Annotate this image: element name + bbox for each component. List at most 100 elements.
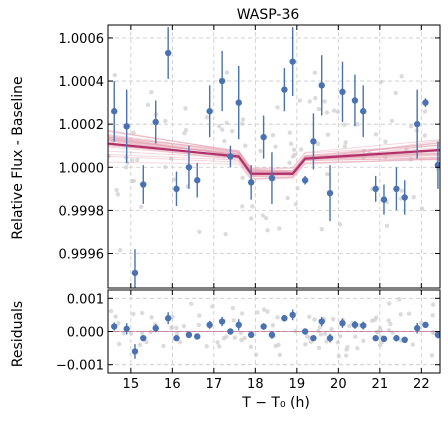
residual-binned-point (164, 315, 172, 322)
residual-raw-point (197, 313, 202, 318)
residual-raw-point (316, 328, 321, 334)
residual-raw-point (307, 314, 312, 319)
residual-raw-point (255, 310, 260, 315)
residual-raw-point (318, 332, 324, 337)
residual-raw-point (324, 339, 329, 344)
residual-raw-point (116, 341, 122, 347)
flux-raw-point (223, 231, 228, 237)
flux-raw-point (297, 98, 302, 103)
flux-y-tick-label: 1.0002 (59, 118, 105, 133)
flux-y-tick-label: 0.9996 (59, 248, 105, 263)
flux-raw-point (240, 117, 246, 122)
flux-binned-point (413, 120, 421, 128)
flux-raw-point (258, 148, 263, 154)
flux-raw-point (379, 79, 384, 85)
residual-raw-point (108, 308, 114, 314)
flux-binned-point (260, 133, 267, 141)
residual-raw-point (396, 297, 402, 302)
flux-y-tick-label: 0.9998 (59, 204, 105, 219)
residual-raw-point (344, 347, 349, 352)
x-tick-label: 22 (413, 377, 430, 392)
y-axis-label-flux: Relative Flux - Baseline (10, 76, 26, 239)
residual-raw-point (336, 354, 342, 359)
flux-binned-point (173, 185, 180, 193)
flux-raw-point (145, 102, 151, 108)
residual-raw-point (131, 311, 136, 317)
residual-raw-point (398, 312, 403, 317)
flux-raw-point (325, 171, 330, 177)
residual-raw-point (377, 342, 383, 348)
flux-raw-point (295, 186, 300, 191)
flux-raw-point (315, 141, 321, 146)
flux-raw-point (168, 156, 174, 161)
flux-binned-point (247, 179, 255, 186)
residual-raw-point (303, 342, 308, 347)
residual-raw-point (121, 330, 127, 336)
flux-raw-point (149, 90, 154, 95)
residual-raw-point (265, 309, 270, 314)
flux-raw-point (222, 138, 227, 144)
flux-binned-point (289, 58, 296, 65)
flux-binned-point (360, 108, 367, 115)
residual-binned-point (194, 333, 201, 340)
residual-raw-point (239, 311, 245, 316)
flux-raw-point (285, 195, 290, 201)
flux-raw-point (260, 213, 266, 218)
residual-binned-point (111, 323, 118, 330)
flux-binned-point (235, 99, 242, 106)
flux-raw-point (124, 165, 129, 170)
residual-raw-point (161, 343, 166, 349)
flux-raw-point (131, 130, 136, 135)
flux-raw-point (273, 144, 278, 149)
flux-raw-point (114, 187, 119, 193)
residual-raw-point (149, 315, 154, 320)
residual-y-tick-label: −0.001 (56, 359, 104, 374)
residual-raw-point (388, 321, 393, 327)
residual-raw-point (276, 342, 281, 348)
residual-binned-point (206, 321, 213, 329)
flux-binned-point (393, 185, 400, 193)
flux-raw-point (361, 155, 366, 160)
residual-raw-point (377, 325, 383, 331)
flux-binned-point (401, 194, 408, 201)
flux-binned-point (194, 177, 201, 184)
residual-binned-point (301, 328, 309, 335)
residual-raw-point (232, 335, 238, 340)
flux-binned-point (123, 123, 130, 130)
flux-raw-point (383, 154, 388, 160)
residual-binned-point (152, 324, 159, 332)
residual-binned-point (351, 321, 359, 329)
flux-raw-point (287, 130, 293, 135)
x-axis-label: T − T₀ (h) (241, 395, 310, 411)
flux-raw-point (342, 122, 347, 127)
residual-raw-point (215, 340, 220, 345)
flux-raw-point (399, 188, 405, 193)
flux-binned-point (140, 181, 147, 188)
flux-raw-point (325, 132, 331, 137)
residual-raw-point (316, 345, 322, 350)
residual-y-tick-label: 0.001 (67, 292, 104, 307)
flux-raw-point (411, 194, 416, 200)
residual-raw-point (261, 307, 267, 312)
flux-raw-point (115, 192, 121, 197)
residual-raw-point (431, 329, 436, 335)
residual-raw-point (177, 339, 182, 345)
flux-raw-point (312, 70, 318, 75)
flux-raw-point (183, 106, 188, 111)
x-tick-label: 15 (123, 377, 140, 392)
residual-raw-point (210, 304, 215, 309)
flux-raw-point (108, 154, 111, 159)
residual-binned-point (339, 320, 346, 327)
flux-raw-point (243, 143, 248, 148)
flux-raw-point (361, 148, 366, 154)
residual-binned-point (401, 336, 408, 343)
residual-raw-point (375, 329, 380, 335)
y-axis-label-residuals: Residuals (10, 301, 26, 367)
residual-binned-point (380, 335, 388, 343)
residual-raw-point (239, 337, 244, 343)
residual-raw-point (430, 302, 436, 307)
flux-raw-point (171, 177, 176, 182)
residual-binned-point (372, 334, 379, 342)
flux-raw-point (204, 115, 210, 120)
flux-raw-point (240, 204, 245, 209)
